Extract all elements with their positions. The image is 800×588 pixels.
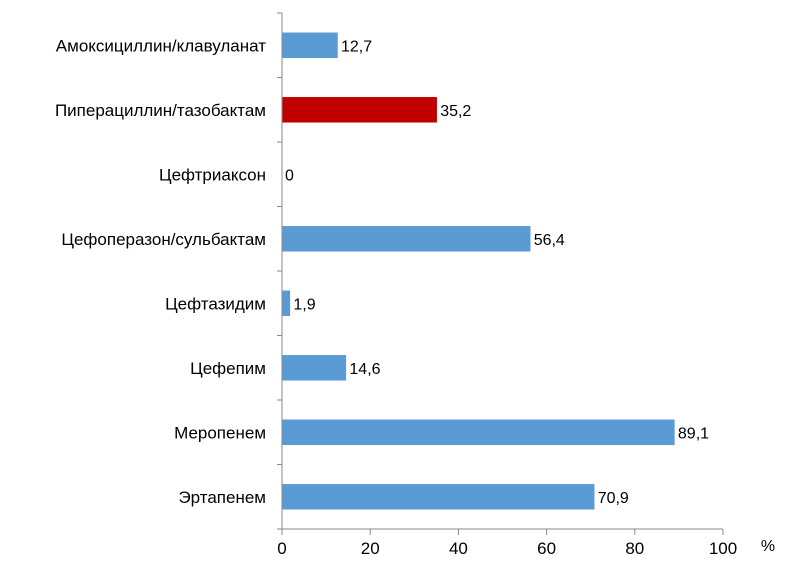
value-label: 1,9 — [293, 296, 315, 313]
x-tick-label: 100 — [709, 539, 737, 558]
value-label: 89,1 — [678, 425, 709, 442]
x-axis-unit-label: % — [761, 538, 775, 555]
x-tick-label: 0 — [277, 539, 286, 558]
bar — [281, 354, 347, 382]
bar — [281, 483, 595, 511]
category-label: Цефтриаксон — [159, 165, 266, 184]
value-label: 12,7 — [341, 38, 372, 55]
value-label: 56,4 — [534, 232, 565, 249]
category-label: Пиперациллин/тазобактам — [55, 101, 266, 120]
bar — [281, 96, 438, 124]
bar — [281, 290, 291, 317]
category-label: Цефепим — [190, 359, 266, 378]
category-label: Амоксициллин/клавуланат — [56, 36, 266, 55]
value-label: 35,2 — [440, 103, 471, 120]
value-label: 14,6 — [349, 361, 380, 378]
axis-layer — [277, 12, 724, 535]
x-tick-label: 60 — [537, 539, 556, 558]
category-label: Цефоперазон/сульбактам — [61, 230, 266, 249]
category-label: Эртапенем — [178, 488, 266, 507]
bar — [281, 225, 531, 253]
category-label: Цефтазидим — [165, 294, 266, 313]
labels-layer: Амоксициллин/клавуланат 12,7 Пиперациллин/… — [55, 36, 737, 558]
bar — [281, 32, 339, 59]
value-label: 0 — [285, 167, 294, 184]
x-tick-label: 20 — [361, 539, 380, 558]
x-tick-label: 80 — [625, 539, 644, 558]
bars-layer — [281, 32, 676, 511]
bar — [281, 419, 676, 446]
value-label: 70,9 — [598, 490, 629, 507]
category-label: Меропенем — [174, 423, 266, 442]
x-tick-label: 40 — [449, 539, 468, 558]
